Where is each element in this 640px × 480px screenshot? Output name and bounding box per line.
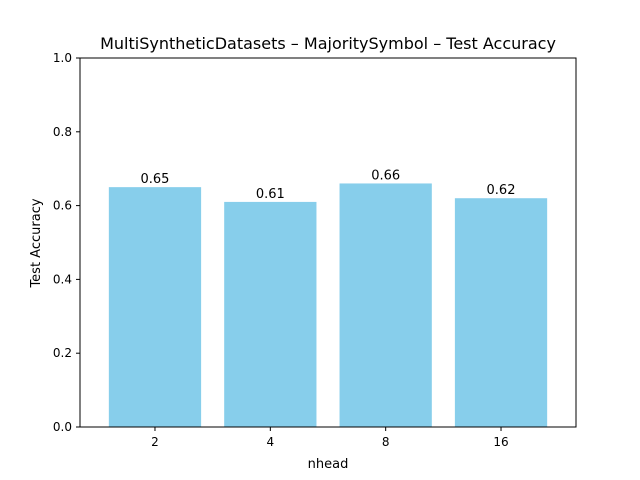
x-ticks-group: 2 4 8 16 <box>151 427 509 449</box>
y-axis-label: Test Accuracy <box>29 198 44 288</box>
data-label-8: 0.66 <box>371 168 400 183</box>
data-label-4: 0.61 <box>256 187 285 202</box>
y-tick-label: 0.4 <box>53 272 72 286</box>
data-label-2: 0.65 <box>141 172 170 187</box>
chart-title: MultiSyntheticDatasets – MajoritySymbol … <box>100 34 556 53</box>
plot-area-frame <box>79 57 577 428</box>
data-label-16: 0.62 <box>487 183 516 198</box>
y-tick-label: 0.0 <box>53 420 72 434</box>
x-tick-label: 4 <box>267 435 275 449</box>
y-ticks-group: 0.0 0.2 0.4 0.6 0.8 1.0 <box>53 51 80 434</box>
y-tick-label: 1.0 <box>53 51 72 65</box>
x-axis-label: nhead <box>308 457 349 472</box>
bar-8 <box>339 183 432 427</box>
bar-4 <box>224 201 317 427</box>
x-tick-label: 16 <box>493 435 508 449</box>
y-tick-label: 0.2 <box>53 346 72 360</box>
bars-group <box>108 183 548 427</box>
y-tick-label: 0.8 <box>53 125 72 139</box>
data-labels-group: 0.65 0.61 0.66 0.62 <box>141 168 516 201</box>
bar-2 <box>108 187 202 427</box>
x-tick-label: 8 <box>382 435 390 449</box>
y-tick-label: 0.6 <box>53 199 72 213</box>
bar-16 <box>454 198 548 427</box>
x-tick-label: 2 <box>151 435 159 449</box>
